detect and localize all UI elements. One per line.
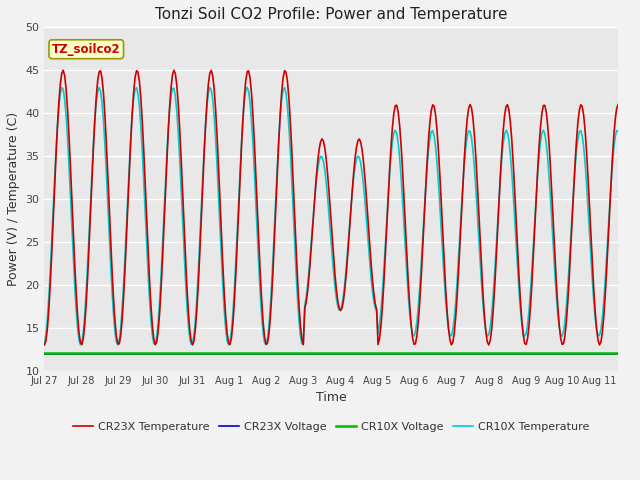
Title: Tonzi Soil CO2 Profile: Power and Temperature: Tonzi Soil CO2 Profile: Power and Temper… [155,7,508,22]
Y-axis label: Power (V) / Temperature (C): Power (V) / Temperature (C) [7,112,20,286]
Legend: CR23X Temperature, CR23X Voltage, CR10X Voltage, CR10X Temperature: CR23X Temperature, CR23X Voltage, CR10X … [68,418,594,436]
X-axis label: Time: Time [316,391,347,404]
Text: TZ_soilco2: TZ_soilco2 [52,43,120,56]
